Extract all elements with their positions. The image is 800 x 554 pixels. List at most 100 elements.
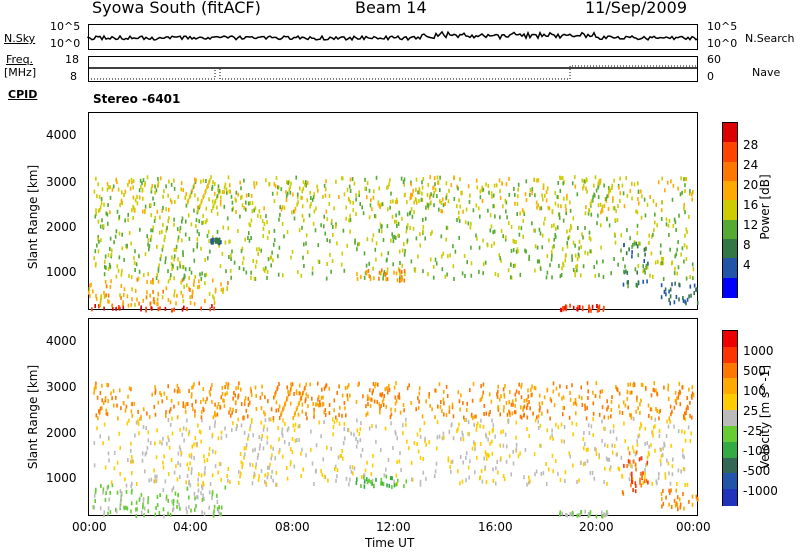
rti-cell (670, 443, 672, 448)
rti-cell (237, 417, 239, 422)
rti-cell (216, 229, 219, 234)
rti-cell (392, 234, 394, 239)
rti-cell (399, 410, 402, 415)
rti-cell (584, 403, 586, 408)
rti-cell (220, 477, 222, 482)
rti-cell (333, 398, 336, 403)
rti-cell (578, 513, 580, 518)
rti-cell (393, 235, 396, 239)
rti-cell (116, 264, 119, 269)
rti-cell (105, 411, 108, 416)
rti-cell (394, 219, 396, 224)
rti-cell (581, 232, 583, 237)
rti-cell (268, 417, 270, 422)
rti-cell (225, 187, 228, 192)
rti-cell (109, 490, 111, 495)
rti-cell (678, 282, 680, 287)
rti-cell (603, 305, 605, 310)
rti-cell (646, 202, 649, 207)
rti-cell (355, 444, 358, 449)
rti-cell (134, 208, 136, 213)
rti-cell (594, 274, 597, 278)
rti-cell (494, 214, 496, 219)
rti-cell (332, 233, 334, 237)
rti-cell (104, 398, 107, 403)
rti-cell (612, 429, 615, 434)
rti-cell (199, 272, 201, 277)
rti-cell (601, 405, 604, 410)
rti-cell (526, 406, 528, 410)
rti-cell (258, 446, 261, 451)
rti-cell (560, 176, 562, 181)
rti-cell (650, 407, 653, 412)
rti-cell (95, 487, 97, 492)
rti-cell (239, 474, 241, 479)
rti-cell (274, 456, 276, 461)
rti-cell (171, 499, 173, 504)
rti-cell (380, 477, 383, 482)
rti-cell (217, 470, 219, 475)
rti-cell (232, 407, 234, 412)
rti-cell (531, 392, 533, 397)
colorbar-segment (723, 219, 737, 240)
rti-cell (130, 509, 132, 514)
rti-cell (645, 386, 647, 390)
rti-cell (309, 204, 311, 209)
rti-cell (257, 213, 259, 218)
rti-cell (570, 223, 572, 228)
rti-cell (489, 228, 492, 233)
rti-cell (427, 206, 430, 210)
rti-cell (130, 441, 132, 446)
rti-cell (623, 243, 625, 248)
rti-cell (559, 189, 562, 193)
rti-cell (94, 214, 97, 219)
x-tick: 20:00 (579, 520, 614, 534)
rti-cell (645, 478, 648, 483)
rti-cell (421, 191, 423, 196)
rti-cell (655, 202, 657, 207)
rti-cell (509, 275, 512, 280)
rti-cell (468, 432, 470, 437)
rti-cell (101, 383, 103, 388)
rti-cell (525, 249, 527, 254)
rti-cell (648, 240, 650, 245)
rti-cell (172, 498, 175, 503)
rti-cell (566, 244, 569, 249)
rti-cell (399, 276, 401, 281)
rti-cell (404, 248, 406, 253)
rti-cell (323, 224, 325, 229)
rti-cell (695, 287, 698, 292)
rti-cell (374, 214, 377, 219)
rti-cell (386, 224, 389, 229)
rti-cell (216, 405, 219, 410)
rti-cell (235, 400, 237, 405)
rti-cell (119, 203, 121, 208)
rti-cell (124, 189, 127, 194)
rti-cell (339, 405, 341, 410)
rti-cell (193, 208, 195, 213)
rti-cell (206, 218, 208, 223)
rti-cell (212, 237, 214, 242)
rti-cell (365, 412, 367, 417)
rti-cell (201, 220, 203, 225)
rti-cell (356, 272, 358, 277)
rti-cell (442, 203, 445, 208)
rti-cell (380, 252, 383, 257)
rti-cell (326, 445, 328, 450)
rti-cell (173, 307, 175, 312)
rti-cell (417, 396, 419, 401)
rti-cell (278, 245, 281, 250)
rti-cell (310, 447, 312, 452)
rti-cell (652, 387, 655, 392)
rti-cell (621, 474, 624, 479)
rti-cell (213, 424, 216, 428)
rti-cell (188, 479, 191, 484)
rti-cell (628, 462, 630, 467)
rti-cell (541, 233, 544, 238)
rti-cell (661, 200, 663, 205)
rti-cell (398, 392, 400, 397)
rti-cell (629, 459, 631, 464)
rti-cell (190, 455, 193, 460)
rti-cell (270, 444, 272, 449)
rti-cell (138, 417, 141, 422)
